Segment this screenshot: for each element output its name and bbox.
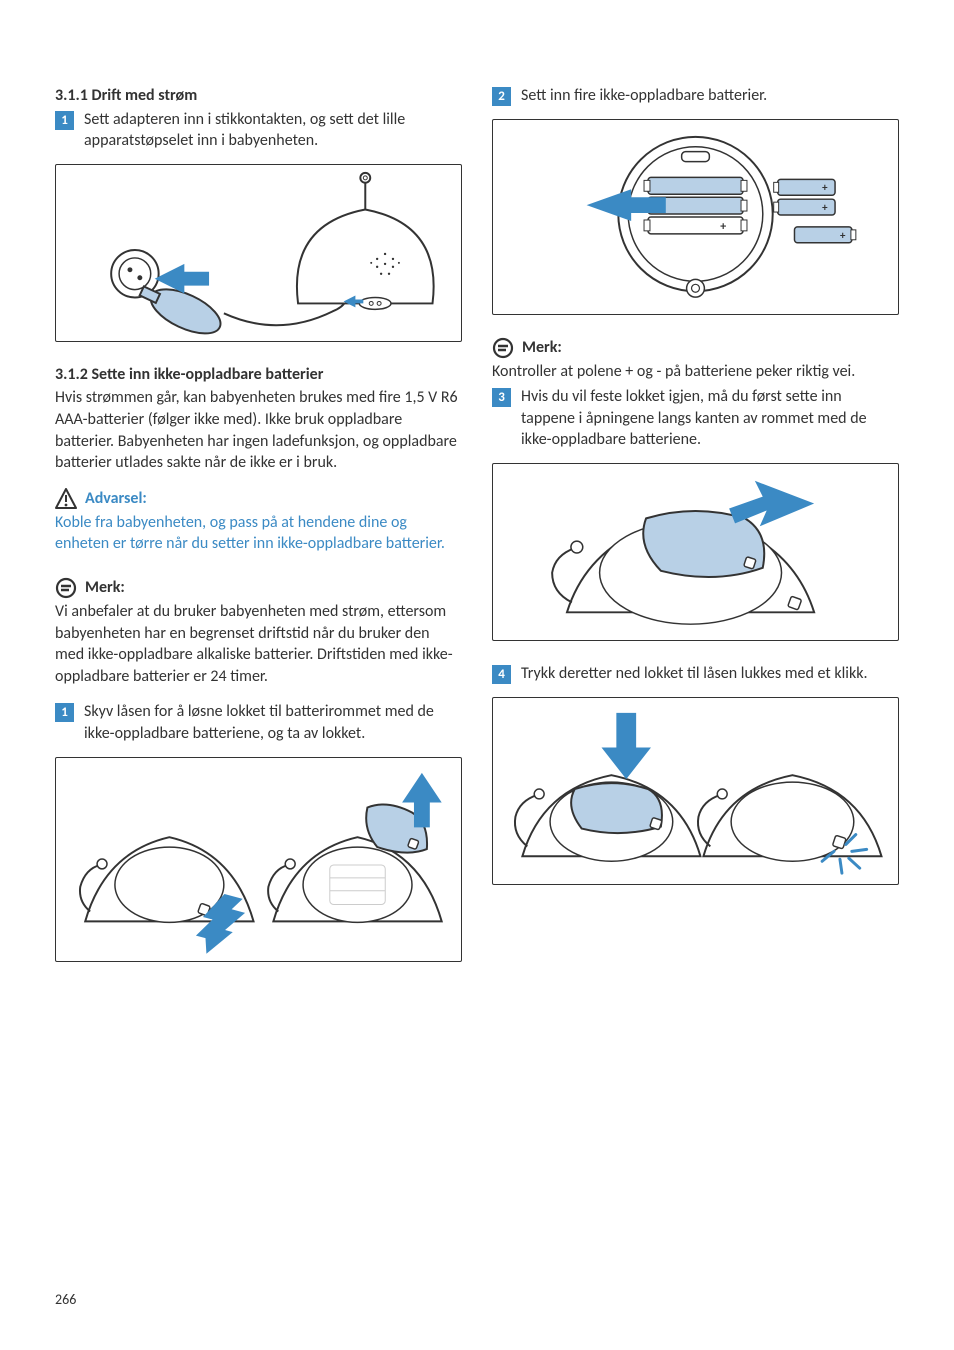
note-label: Merk:	[522, 337, 562, 359]
step-unlock: 1 Skyv låsen for å løsne lokket til batt…	[55, 701, 462, 744]
svg-text:+: +	[822, 181, 828, 194]
warning-label: Advarsel:	[85, 488, 147, 510]
note-text-left: Vi anbefaler at du bruker babyenheten me…	[55, 601, 462, 687]
step-press: 4 Trykk deretter ned lokket til låsen lu…	[492, 663, 899, 685]
warning-icon	[55, 488, 77, 510]
step-text: Skyv låsen for å løsne lokket til batter…	[84, 701, 462, 744]
step-adapter: 1 Sett adapteren inn i stikkontakten, og…	[55, 109, 462, 152]
figure-batteries: + + + +	[492, 119, 899, 315]
left-column: 3.1.1 Drift med strøm 1 Sett adapteren i…	[55, 85, 462, 984]
note-label: Merk:	[85, 577, 125, 599]
svg-text:+: +	[840, 228, 846, 241]
step-text: Trykk deretter ned lokket til låsen lukk…	[521, 663, 899, 685]
step-tabs: 3 Hvis du vil feste lokket igjen, må du …	[492, 386, 899, 451]
heading-312: 3.1.2 Sette inn ikke-oppladbare batterie…	[55, 364, 462, 386]
svg-text:+: +	[720, 219, 726, 233]
step-number-box: 2	[492, 87, 511, 106]
note-text-right: Kontroller at polene + og - på batterien…	[492, 361, 899, 383]
note-row-left: Merk:	[55, 577, 462, 599]
figure-tabs	[492, 463, 899, 641]
step-text: Sett inn fire ikke-oppladbare batterier.	[521, 85, 899, 107]
note-row-right: Merk:	[492, 337, 899, 359]
step-number-box: 1	[55, 111, 74, 130]
para-312: Hvis strømmen går, kan babyenheten bruke…	[55, 387, 462, 473]
heading-311: 3.1.1 Drift med strøm	[55, 85, 462, 107]
note-icon	[492, 337, 514, 359]
warning-row: Advarsel:	[55, 488, 462, 510]
page-number: 266	[55, 1291, 76, 1310]
step-text: Sett adapteren inn i stikkontakten, og s…	[84, 109, 462, 152]
step-number-box: 3	[492, 388, 511, 407]
figure-unlock	[55, 757, 462, 962]
figure-adapter	[55, 164, 462, 342]
step-text: Hvis du vil feste lokket igjen, må du fø…	[521, 386, 899, 451]
svg-text:+: +	[822, 201, 828, 214]
step-insert-batteries: 2 Sett inn fire ikke-oppladbare batterie…	[492, 85, 899, 107]
right-column: 2 Sett inn fire ikke-oppladbare batterie…	[492, 85, 899, 984]
step-number-box: 1	[55, 703, 74, 722]
figure-press	[492, 697, 899, 885]
note-icon	[55, 577, 77, 599]
warning-text: Koble fra babyenheten, og pass på at hen…	[55, 512, 462, 555]
step-number-box: 4	[492, 665, 511, 684]
